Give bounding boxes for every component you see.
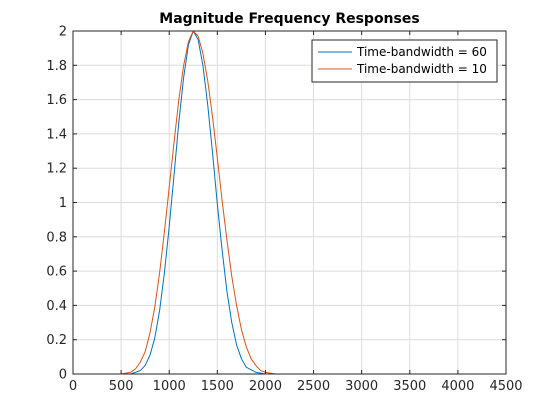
y-tick-label: 1.4 [46,127,67,142]
x-tick-label: 3000 [345,379,378,394]
x-tick-label: 1500 [201,379,234,394]
x-tick-label: 500 [109,379,134,394]
y-tick-label: 0.8 [46,230,67,245]
y-tick-label: 0.6 [46,265,67,280]
x-tick-label: 4000 [441,379,474,394]
y-tick-label: 2 [59,25,67,40]
y-tick-label: 0 [59,368,67,383]
y-tick-label: 0.4 [46,299,67,314]
chart-title: Magnitude Frequency Responses [159,11,419,27]
x-tick-label: 1000 [153,379,186,394]
y-tick-label: 1 [59,196,67,211]
legend-label: Time-bandwidth = 10 [356,62,487,76]
y-tick-label: 1.8 [46,59,67,74]
x-tick-label: 4500 [489,379,522,394]
y-tick-label: 1.2 [46,162,67,177]
x-tick-label: 0 [69,379,77,394]
series-line-2 [73,30,468,375]
grid [72,30,507,375]
ticks: 0 500 1000 1500 2000 2500 3000 3500 4000 4500 0 0.2… [46,25,522,395]
x-tick-label: 2000 [249,379,282,394]
y-tick-label: 1.6 [46,93,67,108]
legend: Time-bandwidth = 60 Time-bandwidth = 10 [311,39,498,83]
x-tick-label: 3500 [393,379,426,394]
legend-box [311,39,498,83]
y-tick-label: 0.2 [46,333,67,348]
x-tick-label: 2500 [297,379,330,394]
legend-label: Time-bandwidth = 60 [356,45,487,59]
